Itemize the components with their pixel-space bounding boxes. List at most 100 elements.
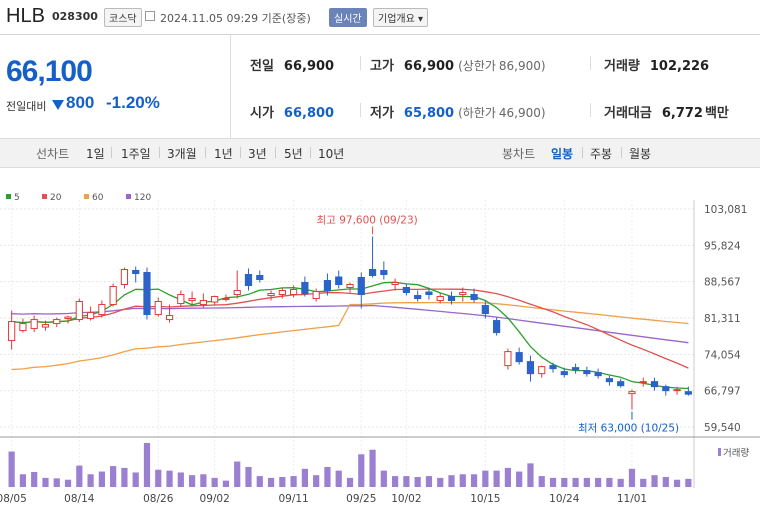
y-tick-label: 95,824 — [704, 240, 741, 252]
candle-body — [402, 287, 410, 294]
y-tick-label: 88,567 — [704, 277, 741, 289]
high-price: 고가 66,900 (상한가 86,900) — [370, 55, 546, 74]
candle-body — [323, 280, 332, 292]
interval-monthly[interactable]: 월봉 — [629, 147, 652, 161]
open-price: 시가 66,800 — [250, 102, 334, 121]
interval-daily[interactable]: 일봉 — [551, 147, 574, 161]
volume-bar — [8, 451, 15, 487]
period-5y[interactable]: 5년 — [284, 147, 303, 161]
x-tick-label: 09/02 — [200, 493, 230, 505]
candle-body — [244, 273, 253, 287]
candle-body — [594, 372, 602, 377]
candle-body — [335, 276, 343, 286]
candle-body — [628, 391, 636, 395]
upper-limit-value: 86,900) — [498, 59, 546, 73]
legend-label: 5 — [14, 193, 20, 203]
divider — [240, 147, 241, 158]
volume-label: 거래량 — [604, 59, 640, 74]
high-value: 66,900 — [403, 59, 455, 74]
low-value: 65,800 — [403, 106, 455, 121]
volume-bar — [222, 480, 230, 487]
volume-legend-label: 거래량 — [723, 447, 749, 459]
x-tick-label: 09/11 — [278, 493, 308, 505]
volume-bar — [527, 463, 534, 487]
period-1w[interactable]: 1주일 — [121, 147, 151, 161]
candle-body — [673, 389, 681, 392]
candle-body — [425, 291, 433, 296]
volume-bar — [256, 476, 263, 487]
down-triangle-icon — [52, 100, 64, 110]
candle-body — [301, 282, 309, 295]
volume-bar — [470, 474, 478, 487]
candle-body — [605, 378, 614, 383]
volume-bar — [595, 477, 602, 487]
volume-bar — [98, 471, 105, 487]
candle-body — [617, 381, 625, 387]
volume-bar — [606, 477, 613, 487]
candle-body — [380, 269, 388, 275]
x-tick-label: 10/15 — [470, 493, 500, 505]
volume-bar — [346, 477, 354, 487]
candle-body — [650, 381, 659, 388]
candle-body — [538, 366, 546, 375]
volume-bar — [572, 477, 579, 487]
period-1d[interactable]: 1일 — [86, 147, 105, 161]
divider — [159, 147, 160, 158]
candle-body — [165, 315, 174, 321]
volume: 거래량 102,226 — [604, 55, 709, 74]
volume-bar — [673, 479, 681, 487]
amount-unit: 백만 — [704, 106, 729, 121]
ma60-line — [11, 301, 689, 371]
candle-body — [41, 324, 50, 328]
period-10y[interactable]: 10년 — [318, 147, 345, 161]
x-tick-label: 09/25 — [346, 493, 376, 505]
line-chart-button[interactable]: 선차트 — [36, 147, 70, 161]
ma20-line — [11, 288, 689, 369]
candle-body — [86, 312, 95, 320]
volume-bar — [561, 477, 568, 487]
volume-bar — [76, 465, 83, 487]
candle-body — [132, 269, 140, 274]
realtime-button[interactable]: 실시간 — [329, 8, 367, 27]
volume-bar — [324, 467, 331, 487]
candle-body — [357, 276, 365, 296]
volume-bar — [267, 477, 275, 487]
volume-bar — [245, 467, 252, 487]
volume-bar — [549, 477, 557, 487]
amount-value: 6,772 — [661, 106, 703, 121]
divider — [590, 56, 591, 70]
upper-limit-label: (상한가 — [458, 59, 496, 73]
y-tick-label: 74,054 — [704, 349, 741, 361]
legend-swatch — [42, 194, 47, 199]
company-info-button[interactable]: 기업개요 ▾ — [373, 8, 428, 27]
candle-body — [290, 289, 298, 296]
candle-body — [75, 301, 83, 321]
open-value: 66,800 — [283, 106, 335, 121]
x-tick-label: 11/01 — [617, 493, 647, 505]
legend-swatch — [126, 194, 131, 199]
volume-value: 102,226 — [649, 59, 710, 74]
candle-body — [312, 291, 320, 300]
timestamp: 2024.11.05 09:29 기준(장중) — [160, 12, 311, 25]
candle-body — [188, 298, 196, 302]
candle-body — [414, 295, 422, 300]
volume-bar — [640, 478, 647, 487]
candle-body — [583, 370, 591, 375]
volume-bar — [166, 470, 173, 487]
period-3m[interactable]: 3개월 — [167, 147, 197, 161]
interval-weekly[interactable]: 주봉 — [590, 147, 613, 161]
volume-bar — [459, 474, 466, 487]
prev-close: 전일 66,900 — [250, 55, 334, 74]
high-label: 고가 — [370, 59, 394, 74]
high-annotation: 최고 97,600 (09/23) — [317, 214, 418, 226]
candle-body — [233, 290, 241, 296]
volume-bar — [143, 443, 151, 487]
period-1y[interactable]: 1년 — [214, 147, 233, 161]
legend-swatch — [6, 194, 11, 199]
candle-chart-button[interactable]: 봉차트 — [502, 147, 536, 161]
period-3y[interactable]: 3년 — [248, 147, 267, 161]
candle-body — [53, 319, 61, 325]
open-label: 시가 — [250, 106, 274, 121]
candle-body — [267, 293, 275, 297]
